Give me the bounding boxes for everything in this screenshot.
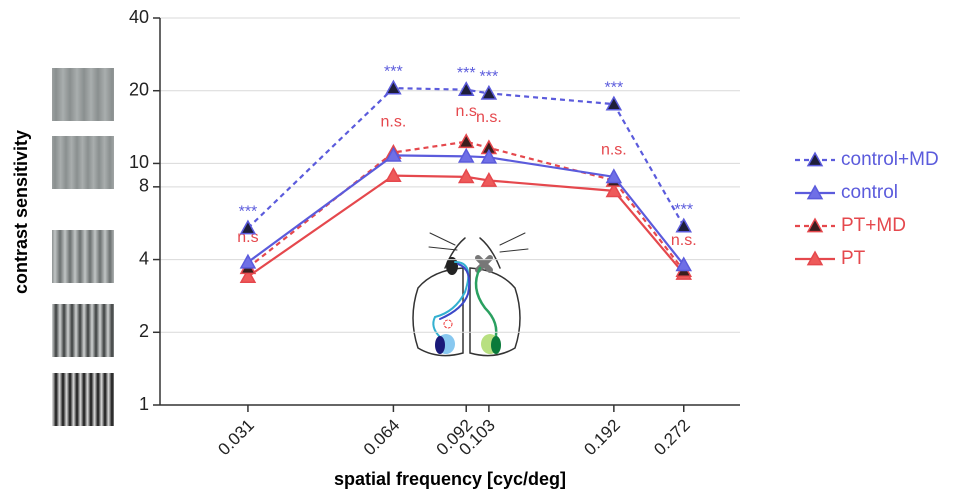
mouse-brain-diagram [412, 232, 530, 360]
series-line [247, 140, 685, 272]
legend-label: PT [841, 248, 866, 269]
marker [675, 217, 693, 233]
marker [385, 79, 402, 95]
significance-label: *** [457, 65, 476, 82]
y-tick-label: 4 [139, 248, 149, 268]
grating-stimuli [52, 68, 114, 426]
y-tick-label: 40 [129, 7, 149, 27]
y-tick-label: 8 [139, 176, 149, 196]
x-axis-label: spatial frequency [cyc/deg] [334, 469, 566, 489]
marker [605, 168, 623, 184]
marker [605, 95, 623, 111]
marker [457, 81, 475, 97]
marker [457, 147, 475, 163]
legend-marker [806, 217, 824, 233]
series-line [247, 154, 685, 266]
marker [239, 268, 257, 283]
legend-label: PT+MD [841, 215, 906, 236]
legend-label: control [841, 182, 898, 203]
marker [385, 146, 402, 162]
significance-label: *** [674, 201, 693, 218]
x-tick-label: 0.064 [360, 416, 404, 460]
marker [457, 168, 475, 184]
y-axis-label: contrast sensitivity [11, 130, 31, 294]
grating [52, 230, 114, 283]
series: ****** *** ********* [239, 63, 693, 235]
marker [239, 253, 257, 269]
series-line [247, 174, 685, 278]
x-tick-label: 0.031 [214, 416, 258, 460]
series [239, 146, 693, 272]
legend-marker [806, 250, 824, 266]
significance-label: *** [384, 63, 403, 80]
marker [480, 84, 498, 100]
significance-label: *** [239, 203, 258, 220]
marker [480, 171, 498, 187]
marker [675, 256, 693, 272]
marker [605, 182, 623, 198]
marker [457, 133, 475, 149]
y-tick-label: 10 [129, 152, 149, 172]
x-tick-label: 0.272 [650, 416, 694, 460]
grating [52, 68, 114, 121]
significance-label: n.s [456, 103, 477, 120]
significance-label: n.s. [671, 232, 697, 249]
y-tick-label: 20 [129, 79, 149, 99]
marker [239, 219, 257, 235]
significance-label: n.s. [476, 109, 502, 126]
significance-label: n.s. [601, 142, 627, 159]
series [239, 167, 693, 283]
legend-marker [806, 151, 824, 167]
grating [52, 136, 114, 189]
x-tick-label: 0.192 [580, 416, 624, 460]
marker [385, 167, 402, 183]
legend-marker [806, 184, 824, 200]
grating [52, 373, 114, 426]
significance-label: n.s. [381, 114, 407, 131]
y-tick-label: 2 [139, 321, 149, 341]
marker [480, 148, 498, 164]
significance-label: *** [605, 79, 624, 96]
significance-label: *** [480, 69, 499, 86]
y-tick-label: 1 [139, 394, 149, 414]
legend-label: control+MD [841, 149, 939, 170]
grating [52, 304, 114, 357]
